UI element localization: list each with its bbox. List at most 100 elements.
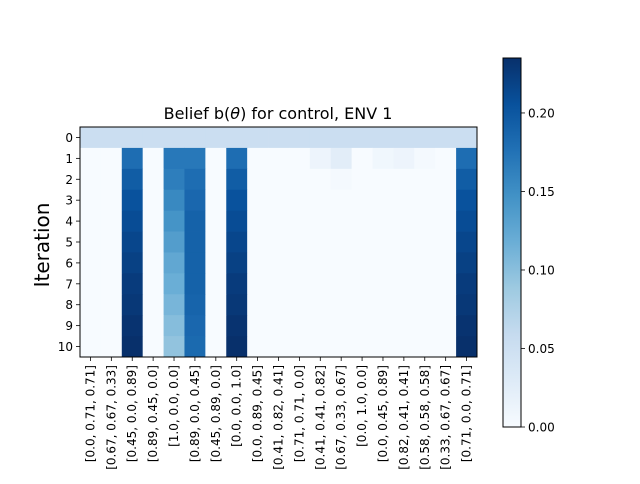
heatmap-cell <box>100 231 123 253</box>
y-tick-label: 6 <box>65 256 73 270</box>
heatmap-cell <box>226 336 248 358</box>
heatmap-cell <box>309 127 332 149</box>
heatmap-cell <box>226 168 248 191</box>
heatmap-cell <box>288 168 311 191</box>
heatmap-cell <box>456 273 478 295</box>
heatmap-cell <box>100 189 123 212</box>
heatmap-cell <box>372 315 394 337</box>
heatmap-cell <box>435 273 457 295</box>
heatmap-cell <box>80 273 102 295</box>
heatmap-cell <box>456 127 478 149</box>
heatmap-cell <box>309 231 332 253</box>
heatmap-cell <box>372 168 394 191</box>
heatmap-cell <box>268 210 290 232</box>
x-tick-label: [0.82, 0.41, 0.41] <box>397 365 411 470</box>
heatmap-cell <box>163 231 185 253</box>
heatmap-cell <box>351 147 373 170</box>
heatmap-cell <box>163 189 185 212</box>
heatmap-cell <box>309 273 332 295</box>
heatmap-cell <box>309 294 332 316</box>
heatmap-cell <box>351 273 373 295</box>
heatmap-cell <box>393 189 415 212</box>
heatmap-cell <box>247 147 269 170</box>
heatmap-cell <box>435 189 457 212</box>
heatmap-cell <box>184 127 206 149</box>
heatmap-cell <box>309 147 332 170</box>
plot-frame <box>79 126 478 358</box>
x-tick-label: [0.0, 1.0, 0.0] <box>355 365 369 447</box>
x-tick-label: [0.33, 0.67, 0.67] <box>439 365 453 470</box>
heatmap-cell <box>393 168 415 191</box>
x-tick-label: [0.71, 0.71, 0.0] <box>292 365 306 462</box>
heatmap-cell <box>330 231 353 253</box>
heatmap-cell <box>247 336 269 358</box>
heatmap-cell <box>163 252 185 274</box>
heatmap-cell <box>205 294 227 316</box>
heatmap-cell <box>100 336 123 358</box>
x-tick-label: [0.45, 0.89, 0.0] <box>209 365 223 462</box>
x-tick-label: [0.0, 0.45, 0.89] <box>376 365 390 462</box>
heatmap-cell <box>330 273 353 295</box>
heatmap-cell <box>80 189 102 212</box>
heatmap-cell <box>205 252 227 274</box>
heatmap-cell <box>456 168 478 191</box>
heatmap-cell <box>351 189 373 212</box>
heatmap-cell <box>205 336 227 358</box>
heatmap-cell <box>184 231 206 253</box>
heatmap-cell <box>163 294 185 316</box>
heatmap-cell <box>80 231 102 253</box>
heatmap-cell <box>330 127 353 149</box>
heatmap-cell <box>288 294 311 316</box>
heatmap-cell <box>142 147 164 170</box>
heatmap-cell <box>393 252 415 274</box>
heatmap-cell <box>435 315 457 337</box>
heatmap-cell <box>100 315 123 337</box>
y-axis-ticks: 0 1 2 3 4 5 6 7 8 9 10 <box>58 131 80 354</box>
colorbar-tick-label: 0.15 <box>528 185 555 199</box>
heatmap-cell <box>205 273 227 295</box>
heatmap-cell <box>435 210 457 232</box>
heatmap-cell <box>121 147 144 170</box>
heatmap-cell <box>288 210 311 232</box>
heatmap-cell <box>414 147 436 170</box>
chart-title-suffix: ) for control, ENV 1 <box>240 104 392 123</box>
heatmap-cell <box>80 252 102 274</box>
y-tick-label: 1 <box>65 152 73 166</box>
heatmap-cell <box>121 127 144 149</box>
heatmap-cell <box>226 147 248 170</box>
heatmap-cell <box>393 294 415 316</box>
heatmap-cell <box>80 210 102 232</box>
heatmap-cell <box>184 315 206 337</box>
heatmap-cell <box>100 252 123 274</box>
heatmap-cell <box>247 210 269 232</box>
heatmap-cell <box>435 147 457 170</box>
heatmap-cell <box>372 294 394 316</box>
heatmap-cell <box>247 189 269 212</box>
heatmap-cell <box>372 273 394 295</box>
heatmap-cell <box>80 147 102 170</box>
heatmap-cell <box>247 231 269 253</box>
heatmap-cell <box>226 210 248 232</box>
heatmap-cell <box>184 273 206 295</box>
heatmap-cell <box>268 168 290 191</box>
chart-title-symbol: θ <box>230 104 240 123</box>
y-tick-label: 2 <box>65 173 73 187</box>
heatmap-cell <box>288 252 311 274</box>
heatmap-cell <box>393 147 415 170</box>
heatmap-cell <box>372 147 394 170</box>
x-tick-label: [0.0, 0.89, 0.45] <box>251 365 265 462</box>
heatmap-cell <box>142 273 164 295</box>
heatmap-cell <box>456 210 478 232</box>
heatmap-cell <box>414 315 436 337</box>
heatmap-cell <box>142 210 164 232</box>
heatmap-cell <box>435 294 457 316</box>
x-tick-label: [0.41, 0.41, 0.82] <box>313 365 327 470</box>
colorbar-frame <box>502 57 522 428</box>
heatmap-cell <box>351 315 373 337</box>
x-tick-label: [0.89, 0.0, 0.45] <box>188 365 202 462</box>
heatmap-cell <box>268 147 290 170</box>
heatmap-cell <box>247 127 269 149</box>
heatmap-cell <box>330 147 353 170</box>
heatmap-cell <box>100 147 123 170</box>
heatmap-cell <box>330 315 353 337</box>
